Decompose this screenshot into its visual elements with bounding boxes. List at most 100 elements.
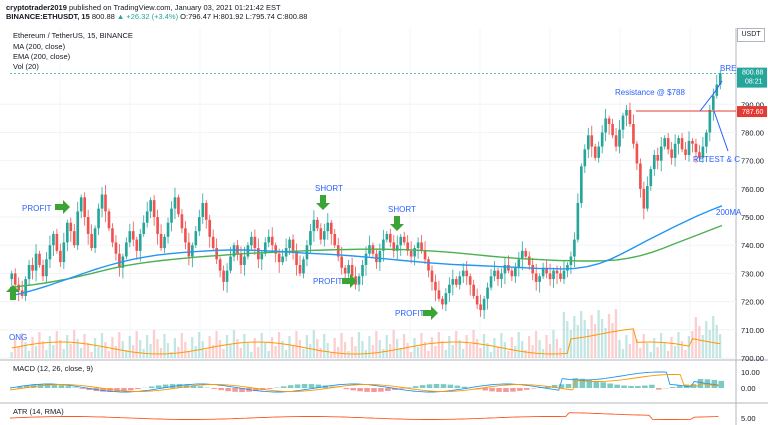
candle-body bbox=[184, 228, 187, 243]
candle-body bbox=[646, 186, 649, 209]
profit-arrow-3 bbox=[423, 306, 438, 320]
publisher-name[interactable]: cryptotrader2019 bbox=[6, 3, 67, 12]
volume-bar bbox=[503, 342, 506, 358]
candle-body bbox=[593, 146, 597, 158]
macd-axis-label: 0.00 bbox=[741, 384, 756, 393]
volume-bar bbox=[111, 337, 114, 358]
volume-bar bbox=[573, 316, 576, 358]
candle-body bbox=[107, 211, 111, 229]
volume-bar bbox=[468, 344, 472, 358]
volume-ma-line bbox=[11, 328, 721, 355]
y-tick-label: 780.00 bbox=[741, 128, 764, 137]
ma-legend[interactable]: MA (200, close) bbox=[13, 42, 66, 51]
volume-bar bbox=[52, 345, 55, 358]
candle-body bbox=[59, 250, 62, 263]
candle-body bbox=[125, 242, 128, 257]
candle-body bbox=[576, 202, 580, 240]
candle-body bbox=[555, 270, 559, 274]
candle-body bbox=[382, 239, 385, 251]
candle-body bbox=[257, 248, 260, 260]
candle-body bbox=[409, 250, 413, 257]
volume-bar bbox=[666, 351, 670, 358]
symbol-pair: BINANCE:ETHUSDT, 15 bbox=[6, 12, 90, 21]
currency-button[interactable]: USDT bbox=[737, 28, 765, 42]
volume-bar bbox=[639, 348, 642, 358]
volume-bar bbox=[24, 342, 27, 358]
macd-histogram-bar bbox=[155, 385, 162, 388]
candle-body bbox=[614, 135, 618, 147]
candle-body bbox=[194, 231, 198, 246]
volume-bar bbox=[86, 343, 90, 358]
volume-bar bbox=[312, 330, 315, 358]
candle-body bbox=[152, 200, 156, 218]
macd-histogram-bar bbox=[454, 385, 461, 388]
candle-body bbox=[388, 233, 392, 243]
volume-bar bbox=[691, 331, 694, 358]
volume-bar bbox=[416, 347, 420, 358]
volume-bar bbox=[531, 345, 534, 358]
volume-bar bbox=[673, 346, 677, 358]
volume-bar bbox=[20, 333, 24, 358]
volume-bar bbox=[437, 332, 440, 358]
candle-body bbox=[72, 231, 76, 246]
candle-body bbox=[441, 298, 444, 305]
candle-body bbox=[128, 231, 132, 243]
candle-body bbox=[378, 250, 382, 263]
macd-histogram-bar bbox=[635, 385, 641, 388]
candle-body bbox=[465, 270, 469, 277]
candle-body bbox=[500, 273, 503, 280]
candle-body bbox=[427, 259, 430, 271]
macd-histogram-bar bbox=[621, 385, 627, 388]
macd-histogram-bar bbox=[544, 385, 551, 388]
ema200-line bbox=[9, 205, 723, 297]
volume-bar bbox=[277, 332, 281, 358]
volume-bar bbox=[479, 348, 482, 358]
volume-bar bbox=[444, 350, 447, 358]
volume-bar bbox=[670, 337, 673, 358]
macd-label[interactable]: MACD (12, 26, close, 9) bbox=[13, 364, 94, 373]
candle-body bbox=[135, 239, 139, 251]
candle-body bbox=[302, 259, 305, 274]
vol-legend[interactable]: Vol (20) bbox=[13, 62, 39, 71]
candle-body bbox=[600, 132, 604, 147]
volume-bar bbox=[562, 312, 566, 358]
volume-bar bbox=[211, 345, 215, 358]
candle-body bbox=[524, 250, 528, 257]
macd-histogram-bar bbox=[503, 388, 509, 392]
volume-bar bbox=[31, 337, 34, 358]
volume-bar bbox=[628, 344, 631, 358]
candle-body bbox=[225, 270, 229, 282]
volume-bar bbox=[434, 346, 437, 358]
candle-body bbox=[538, 276, 541, 282]
macd-histogram-bar bbox=[301, 384, 308, 388]
candle-body bbox=[114, 242, 118, 254]
candle-body bbox=[309, 231, 312, 246]
volume-bar bbox=[382, 349, 385, 358]
candle-body bbox=[517, 259, 521, 268]
volume-bar bbox=[291, 345, 295, 358]
volume-bar bbox=[705, 321, 708, 358]
macd-histogram-bar bbox=[44, 384, 51, 388]
volume-bar bbox=[69, 344, 72, 358]
macd-histogram-bar bbox=[225, 388, 231, 392]
macd-histogram-bar bbox=[558, 384, 565, 388]
volume-bar bbox=[330, 352, 333, 358]
volume-bar bbox=[295, 331, 298, 358]
candle-body bbox=[520, 250, 524, 260]
volume-bar bbox=[166, 343, 170, 358]
candle-body bbox=[350, 264, 354, 277]
macd-histogram-bar bbox=[524, 388, 530, 390]
ema-legend[interactable]: EMA (200, close) bbox=[13, 52, 71, 61]
candle-body bbox=[642, 188, 646, 209]
volume-bar bbox=[274, 346, 277, 358]
atr-label[interactable]: ATR (14, RMA) bbox=[13, 407, 64, 416]
volume-bar bbox=[486, 343, 489, 358]
candle-body bbox=[673, 143, 677, 158]
candle-body bbox=[48, 245, 52, 260]
macd-histogram-bar bbox=[385, 388, 391, 392]
candle-body bbox=[444, 293, 448, 305]
candle-body bbox=[580, 166, 583, 203]
candle-body bbox=[451, 279, 455, 285]
macd-histogram-bar bbox=[343, 388, 349, 390]
